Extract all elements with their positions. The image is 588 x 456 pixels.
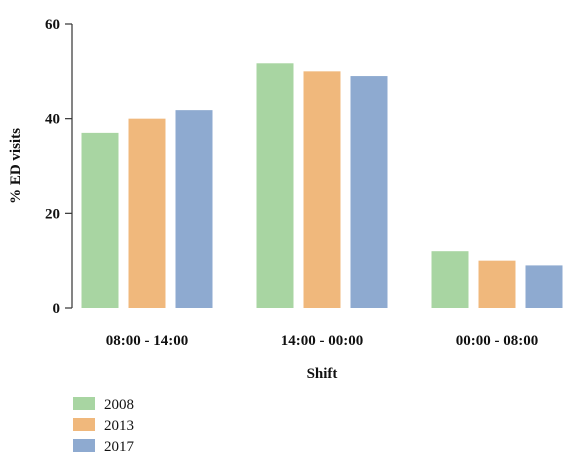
- y-tick-label: 40: [45, 112, 60, 128]
- legend-label-2013: 2013: [104, 418, 134, 434]
- legend-label-2008: 2008: [104, 397, 134, 413]
- bar-2017-0: [175, 110, 213, 308]
- x-tick-label: 14:00 - 00:00: [281, 333, 364, 349]
- legend-swatch-2013: [73, 418, 95, 431]
- y-axis-title: % ED visits: [8, 128, 24, 204]
- bar-2017-2: [525, 265, 563, 308]
- x-axis-title: Shift: [307, 366, 338, 382]
- y-tick-label: 0: [53, 301, 61, 317]
- legend-swatch-2008: [73, 397, 95, 410]
- bar-2008-2: [431, 251, 469, 308]
- legend-swatch-2017: [73, 439, 95, 452]
- bar-2017-1: [350, 76, 388, 308]
- x-tick-label: 08:00 - 14:00: [106, 333, 189, 349]
- x-tick-label: 00:00 - 08:00: [456, 333, 539, 349]
- bars-layer: [81, 63, 563, 309]
- bar-2013-1: [303, 71, 341, 308]
- bar-2013-0: [128, 118, 166, 309]
- bar-2008-0: [81, 132, 119, 308]
- bar-2008-1: [256, 63, 294, 308]
- y-tick-label: 60: [45, 17, 60, 33]
- y-tick-label: 20: [45, 206, 60, 222]
- legend-label-2017: 2017: [104, 439, 135, 455]
- legend: 2008 2013 2017: [73, 397, 135, 455]
- x-tick-labels-layer: 08:00 - 14:00 14:00 - 00:00 00:00 - 08:00: [106, 333, 539, 349]
- bar-2013-2: [478, 260, 516, 308]
- y-ticks-layer: 0 20 40 60: [45, 17, 72, 317]
